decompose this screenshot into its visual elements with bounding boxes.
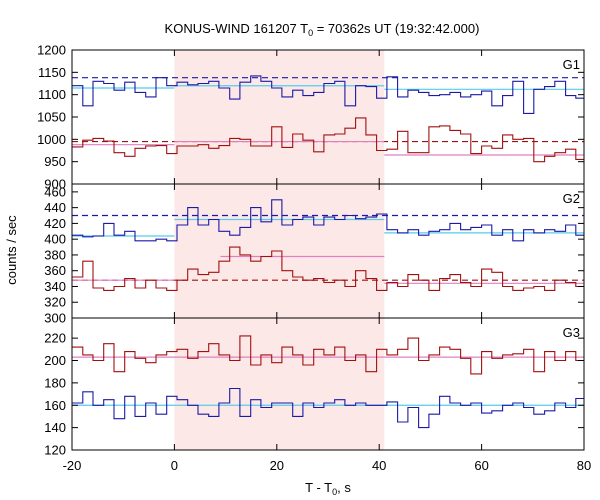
panel-plot-area (72, 75, 584, 163)
series-line-blue (72, 199, 584, 242)
y-tick-label: 950 (44, 154, 66, 169)
x-axis-label: T - T0, s (305, 480, 351, 497)
x-tick-label: -20 (63, 458, 82, 473)
series-line-red (72, 335, 584, 375)
y-tick-label: 120 (44, 443, 66, 458)
panel-label: G1 (563, 57, 580, 72)
y-axis-label: counts / sec (4, 215, 19, 285)
y-tick-label: 380 (44, 247, 66, 262)
plot-layer: 90095010001050110011501200G1300320340360… (37, 43, 591, 474)
chart-title-prefix: KONUS-WIND 161207 T (165, 21, 309, 36)
series-line-red (72, 117, 584, 163)
y-tick-label: 900 (44, 177, 66, 192)
chart-title: KONUS-WIND 161207 T0 = 70362s UT (19:32:… (165, 21, 480, 38)
x-axis-label-suffix: , s (337, 480, 351, 495)
y-tick-label: 460 (44, 184, 66, 199)
y-tick-label: 400 (44, 232, 66, 247)
y-tick-label: 1050 (37, 110, 66, 125)
x-axis-label-prefix: T - T (305, 480, 332, 495)
panel-g3: 120 140 160 180 200 220 G3 (44, 317, 585, 458)
panel-label: G2 (563, 191, 580, 206)
x-axis-label-subscript: 0 (332, 487, 337, 497)
series-line-red (72, 246, 584, 291)
series-line-blue (72, 387, 584, 429)
y-tick-label: 1150 (38, 65, 66, 80)
y-tick-label: 420 (44, 216, 66, 231)
chart-title-subscript: 0 (308, 28, 313, 38)
chart-title-suffix: = 70362s UT (19:32:42.000) (313, 21, 479, 36)
panel-frame (71, 317, 585, 451)
y-tick-label: 340 (44, 279, 66, 294)
y-tick-label: 220 (44, 331, 66, 346)
y-tick-label: 440 (44, 200, 66, 215)
series-line-blue (72, 75, 584, 114)
panel-label: G3 (563, 325, 580, 340)
highlight-interval (174, 50, 385, 450)
y-tick-label: 200 (44, 353, 66, 368)
panel-plot-area (72, 199, 584, 291)
y-tick-label: 160 (44, 398, 66, 413)
x-tick-label: 80 (577, 458, 591, 473)
y-tick-label: 1200 (37, 43, 66, 58)
y-tick-label: 360 (44, 263, 66, 278)
x-tick-label: 60 (474, 458, 488, 473)
y-tick-label: 300 (44, 311, 66, 326)
x-tick-label: 0 (171, 458, 178, 473)
x-tick-label: 20 (270, 458, 284, 473)
panel-plot-area (72, 335, 584, 429)
panel-g1: 900 950 1000 1050 1100 1150 1200 G1 (37, 43, 585, 192)
y-tick-label: 320 (44, 295, 66, 310)
y-tick-label: 180 (44, 375, 66, 390)
y-tick-label: 1000 (37, 132, 66, 147)
y-tick-label: 1100 (38, 87, 66, 102)
y-tick-label: 140 (44, 420, 66, 435)
x-tick-label: 40 (372, 458, 386, 473)
